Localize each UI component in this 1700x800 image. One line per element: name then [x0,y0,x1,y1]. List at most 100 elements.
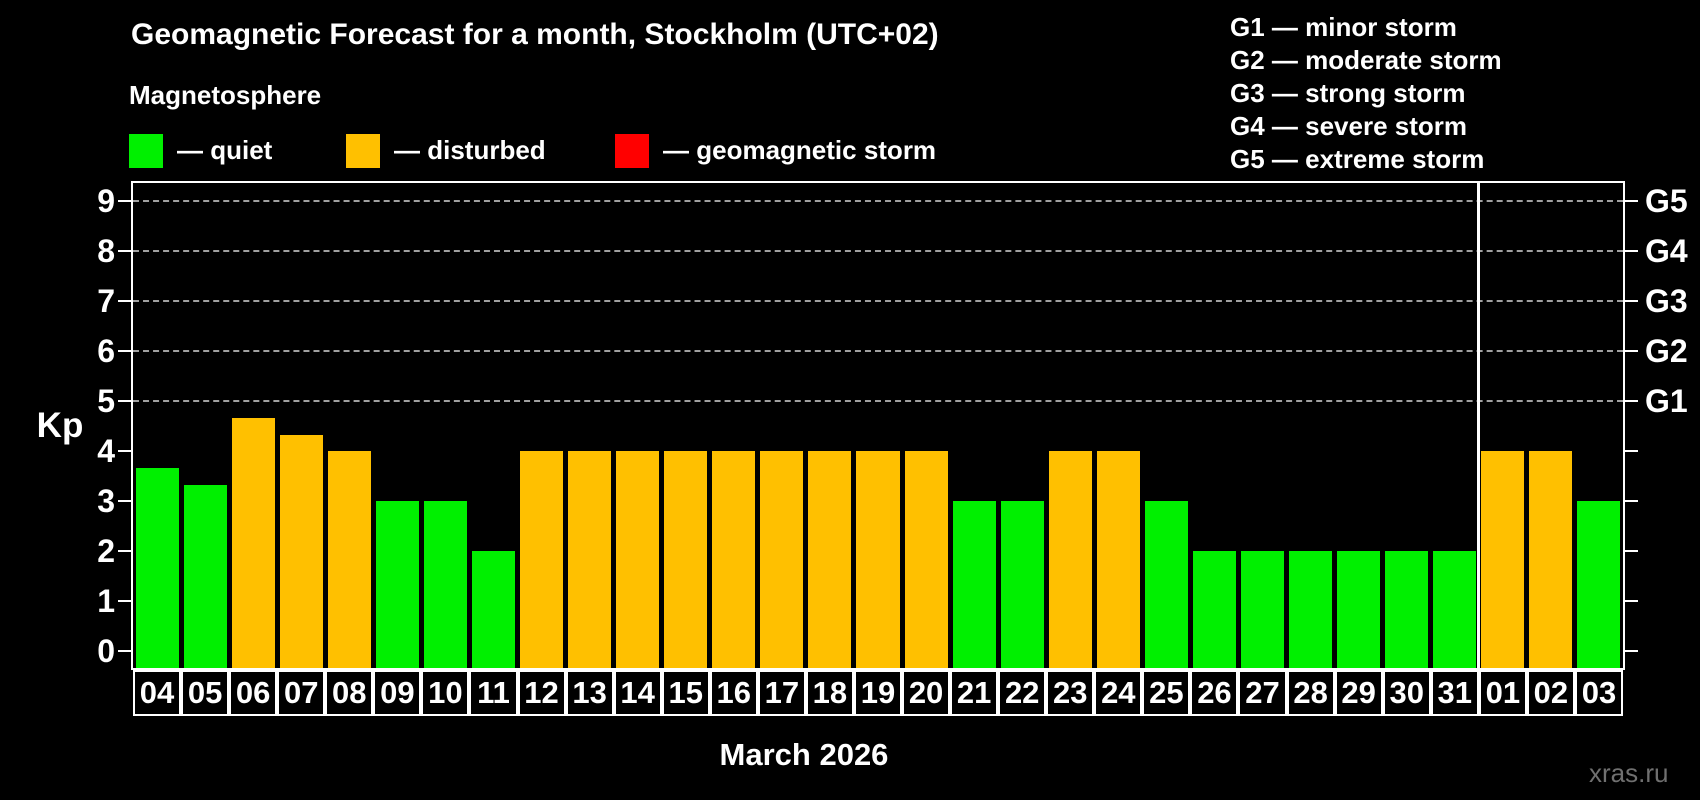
g-scale-line-g2: G2 — moderate storm [1230,45,1502,75]
day-label-29: 29 [1334,670,1383,716]
day-label-25: 25 [1142,670,1191,716]
bar-day-14 [616,451,660,668]
day-label-10: 10 [421,670,470,716]
left-tick-3 [118,500,131,502]
x-axis-day-labels: 04 05 06 07 08 09 10 11 12 13 14 15 16 17 18 19 20 21 22 23… [131,670,1625,718]
day-label-17: 17 [757,670,806,716]
bar-day-11 [471,551,515,668]
y-axis-label-3: 3 [97,483,115,519]
day-label-14: 14 [613,670,662,716]
plot-area: 0 1 2 3 4 5 6 7 8 9 G1 G2 G3 G4 G5 [97,181,1688,670]
y-axis-label-1: 1 [97,583,115,619]
gridline-kp5 [133,400,1623,402]
bar-day-24 [1096,451,1140,668]
bar-day-13 [568,451,612,668]
day-label-20: 20 [902,670,951,716]
bar-day-29 [1337,551,1381,668]
gridline-kp6 [133,350,1623,352]
bar-day-06 [231,417,275,668]
right-axis-label-g2: G2 [1645,333,1688,369]
day-label-16: 16 [709,670,758,716]
bar-day-12 [520,451,564,668]
g-scale-legend: G1 — minor storm G2 — moderate storm G3 … [1230,11,1502,176]
left-tick-1 [118,600,131,602]
day-label-19: 19 [853,670,903,716]
gridline-kp9 [133,200,1623,202]
day-label-04: 04 [133,670,182,716]
bar-day-10 [423,501,467,668]
right-axis-label-g3: G3 [1645,283,1688,319]
y-axis-label-7: 7 [97,283,115,319]
left-tick-0 [118,650,131,652]
right-axis-label-g1: G1 [1645,383,1688,419]
left-tick-6 [118,350,131,352]
y-axis-label-9: 9 [97,183,115,219]
right-tick-9 [1625,200,1638,202]
right-axis-label-g4: G4 [1645,233,1688,269]
bar-day-28 [1289,551,1333,668]
right-tick-2 [1625,550,1638,552]
y-axis-title: Kp [36,406,84,445]
x-axis-month-label: March 2026 [719,737,889,772]
left-tick-5 [118,400,131,402]
legend-item-disturbed: — disturbed [346,133,546,168]
day-label-13: 13 [565,670,614,716]
day-label-12: 12 [517,670,566,716]
day-label-15: 15 [661,670,710,716]
legend-label-storm: — geomagnetic storm [663,135,937,165]
day-label-26: 26 [1190,670,1239,716]
left-tick-9 [118,200,131,202]
day-label-11: 11 [469,670,518,716]
right-tick-1 [1625,600,1638,602]
bar-day-27 [1240,551,1285,668]
day-label-09: 09 [373,670,422,716]
y-axis-label-0: 0 [97,633,115,669]
bar-day-05 [183,484,227,668]
day-label-27: 27 [1238,670,1287,716]
storm-color-swatch [615,133,649,168]
bar-day-04 [135,467,179,668]
disturbed-color-swatch [346,133,380,168]
g-scale-line-g4: G4 — severe storm [1230,111,1468,141]
bar-day-23 [1048,451,1092,668]
chart-subtitle: Magnetosphere [129,80,322,110]
day-label-18: 18 [805,670,854,716]
bar-day-17 [760,451,804,668]
month-divider [1476,183,1480,668]
bar-day-01 [1481,451,1525,668]
day-label-24: 24 [1094,670,1143,716]
day-label-02: 02 [1526,670,1575,716]
bar-day-26 [1192,551,1236,668]
bar-day-02 [1529,451,1573,668]
bar-day-18 [808,451,852,668]
legend-item-storm: — geomagnetic storm [615,133,936,168]
bar-day-22 [1000,501,1044,668]
y-axis-label-6: 6 [97,333,115,369]
right-tick-4 [1625,450,1638,452]
watermark: xras.ru [1589,758,1669,788]
gridline-kp7 [133,300,1623,302]
chart-title: Geomagnetic Forecast for a month, Stockh… [131,18,939,51]
bar-day-03 [1577,501,1621,668]
right-tick-6 [1625,350,1638,352]
day-label-23: 23 [1046,670,1095,716]
day-label-01: 01 [1478,670,1527,716]
y-axis-label-5: 5 [97,383,115,419]
y-axis-label-8: 8 [97,233,115,269]
day-label-05: 05 [181,670,230,716]
bar-day-19 [856,451,900,668]
bar-day-21 [952,501,996,668]
legend-item-quiet: — quiet [129,133,272,168]
left-tick-7 [118,300,131,302]
right-tick-0 [1625,650,1638,652]
bar-day-15 [664,451,708,668]
quiet-color-swatch [129,133,163,168]
bar-day-09 [375,501,419,668]
bar-day-07 [279,434,323,668]
bar-day-31 [1433,551,1477,668]
day-label-28: 28 [1286,670,1335,716]
bar-day-25 [1144,501,1188,668]
g-scale-line-g5: G5 — extreme storm [1230,144,1485,174]
right-axis-label-g5: G5 [1645,183,1688,219]
